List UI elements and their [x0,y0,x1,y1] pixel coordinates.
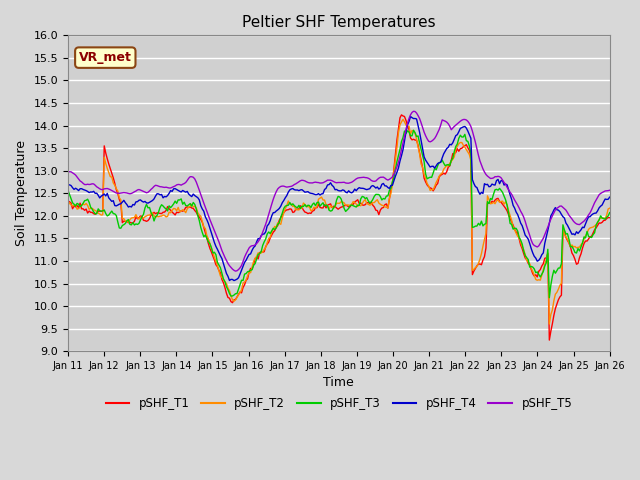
pSHF_T1 [226,295,234,301]
pSHF_T4 [406,114,414,120]
pSHF_T2 [399,117,407,122]
pSHF_T3 [226,291,234,297]
pSHF_T4 [254,236,262,241]
pSHF_T4 [131,202,138,208]
pSHF_T3 [64,188,72,193]
Y-axis label: Soil Temperature: Soil Temperature [15,140,28,246]
pSHF_T3 [253,256,260,262]
pSHF_T4 [303,189,310,195]
pSHF_T4 [606,194,614,200]
pSHF_T5 [254,239,262,245]
pSHF_T4 [245,252,253,257]
pSHF_T2 [226,288,234,294]
Line: pSHF_T4: pSHF_T4 [68,117,610,281]
pSHF_T5 [64,169,72,175]
Text: VR_met: VR_met [79,51,132,64]
Legend: pSHF_T1, pSHF_T2, pSHF_T3, pSHF_T4, pSHF_T5: pSHF_T1, pSHF_T2, pSHF_T3, pSHF_T4, pSHF… [101,392,577,415]
pSHF_T2 [301,202,308,207]
pSHF_T1 [244,276,252,282]
pSHF_T1 [301,209,308,215]
Line: pSHF_T2: pSHF_T2 [68,120,610,324]
pSHF_T5 [303,179,310,185]
pSHF_T3 [301,202,308,207]
pSHF_T3 [606,210,614,216]
Line: pSHF_T3: pSHF_T3 [68,130,610,298]
pSHF_T4 [230,278,238,284]
pSHF_T1 [397,112,405,118]
pSHF_T4 [579,224,586,230]
pSHF_T1 [131,218,138,224]
pSHF_T2 [64,202,72,208]
pSHF_T1 [253,254,260,260]
pSHF_T3 [410,127,417,133]
pSHF_T5 [245,245,253,251]
pSHF_T5 [232,268,239,274]
pSHF_T5 [410,108,417,114]
pSHF_T2 [545,321,553,327]
pSHF_T3 [545,295,553,300]
pSHF_T5 [226,263,234,269]
Line: pSHF_T5: pSHF_T5 [68,111,610,271]
pSHF_T1 [545,337,553,343]
pSHF_T3 [244,269,252,275]
Title: Peltier SHF Temperatures: Peltier SHF Temperatures [242,15,436,30]
pSHF_T3 [579,240,586,246]
pSHF_T5 [131,189,138,195]
pSHF_T2 [253,253,260,259]
pSHF_T5 [579,219,586,225]
pSHF_T2 [244,273,252,279]
pSHF_T1 [579,245,586,251]
pSHF_T3 [131,222,138,228]
pSHF_T1 [606,215,614,220]
pSHF_T2 [131,215,138,220]
pSHF_T4 [226,277,234,283]
pSHF_T2 [606,205,614,211]
pSHF_T5 [606,187,614,193]
Line: pSHF_T1: pSHF_T1 [68,115,610,340]
pSHF_T4 [64,182,72,188]
pSHF_T2 [579,240,586,246]
X-axis label: Time: Time [323,376,354,389]
pSHF_T1 [64,198,72,204]
